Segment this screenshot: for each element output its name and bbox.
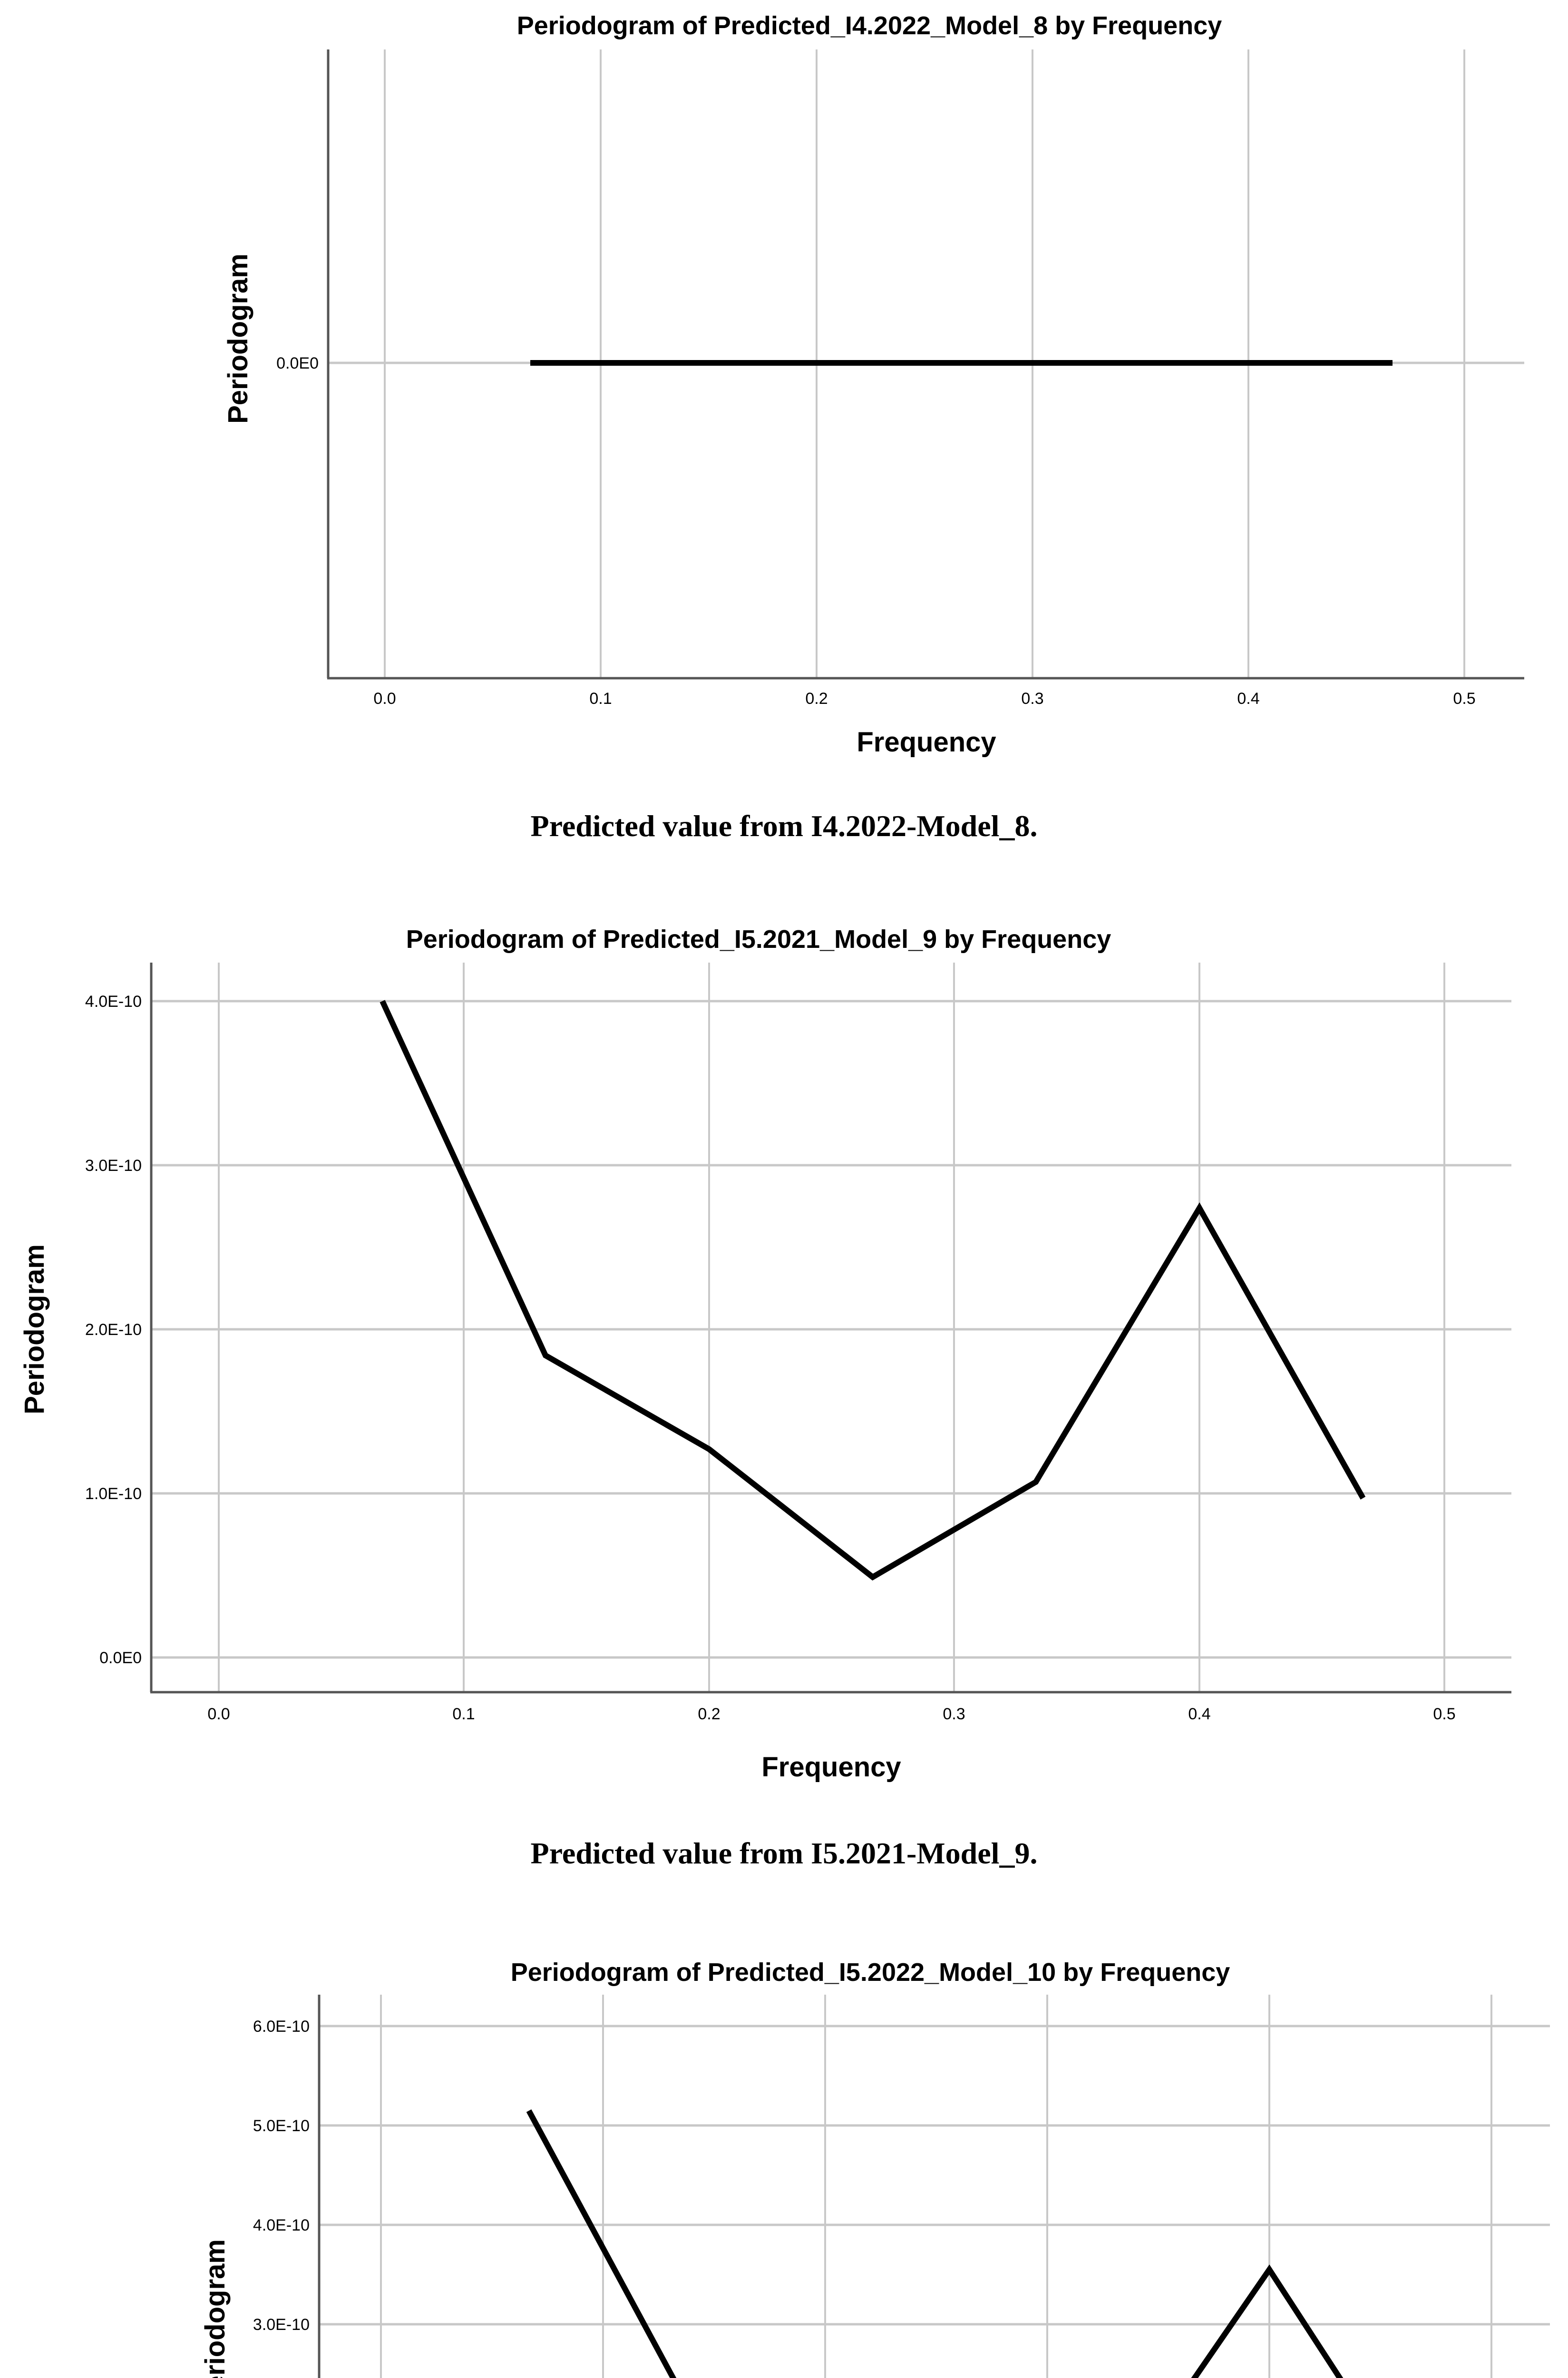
svg-text:0.0E0: 0.0E0 (99, 1649, 142, 1667)
y-axis-label: Periodogram (200, 2239, 231, 2378)
svg-text:2.0E-10: 2.0E-10 (85, 1321, 142, 1339)
svg-text:5.0E-10: 5.0E-10 (253, 2117, 310, 2135)
y-axis-label: Periodogram (19, 1244, 50, 1414)
svg-text:1.0E-10: 1.0E-10 (85, 1485, 142, 1503)
caption-2: Predicted value from I5.2021-Model_9. (530, 1836, 1038, 1870)
svg-text:3.0E-10: 3.0E-10 (253, 2316, 310, 2334)
svg-text:0.3: 0.3 (943, 1705, 965, 1723)
svg-text:3.0E-10: 3.0E-10 (85, 1157, 142, 1175)
axes (150, 963, 1511, 1694)
caption-1: Predicted value from I4.2022-Model_8. (530, 809, 1038, 843)
periodogram-chart-2: Periodogram of Predicted_I5.2021_Model_9… (19, 925, 1511, 1783)
grid-vertical (380, 1995, 1492, 2378)
x-axis-label: Frequency (761, 1752, 901, 1783)
svg-text:0.3: 0.3 (1021, 690, 1043, 708)
axes (318, 1995, 321, 2378)
svg-text:4.0E-10: 4.0E-10 (253, 2216, 310, 2234)
grid-horizontal (151, 1000, 1511, 1659)
y-axis-label: Periodogram (223, 253, 253, 424)
periodogram-chart-3: Periodogram of Predicted_I5.2022_Model_1… (200, 1958, 1550, 2378)
y-ticks: 4.0E-10 3.0E-10 2.0E-10 1.0E-10 0.0E0 (85, 993, 142, 1667)
data-line (380, 1000, 1366, 1581)
grid-horizontal (319, 2025, 1550, 2326)
x-axis-label: Frequency (857, 727, 996, 758)
svg-text:0.0: 0.0 (207, 1705, 230, 1723)
svg-text:0.4: 0.4 (1188, 1705, 1210, 1723)
x-ticks: 0.0 0.1 0.2 0.3 0.4 0.5 (373, 690, 1475, 708)
chart-title: Periodogram of Predicted_I5.2021_Model_9… (406, 925, 1111, 954)
chart-title: Periodogram of Predicted_I4.2022_Model_8… (517, 11, 1222, 40)
y-tick: 0.0E0 (276, 354, 319, 372)
svg-text:0.5: 0.5 (1433, 1705, 1455, 1723)
svg-text:4.0E-10: 4.0E-10 (85, 993, 142, 1011)
svg-text:0.0: 0.0 (373, 690, 396, 708)
svg-text:0.4: 0.4 (1237, 690, 1259, 708)
x-ticks: 0.0 0.1 0.2 0.3 0.4 0.5 (207, 1705, 1455, 1723)
svg-text:0.2: 0.2 (698, 1705, 720, 1723)
svg-text:0.2: 0.2 (805, 690, 828, 708)
axes (327, 49, 1524, 680)
svg-text:0.1: 0.1 (452, 1705, 475, 1723)
chart-title: Periodogram of Predicted_I5.2022_Model_1… (511, 1958, 1230, 1987)
svg-text:0.1: 0.1 (589, 690, 612, 708)
svg-text:0.5: 0.5 (1453, 690, 1475, 708)
data-line (526, 2109, 1344, 2378)
periodogram-chart-1: Periodogram of Predicted_I4.2022_Model_8… (223, 11, 1524, 758)
svg-text:6.0E-10: 6.0E-10 (253, 2017, 310, 2036)
grid-vertical (218, 963, 1445, 1692)
y-ticks: 6.0E-10 5.0E-10 4.0E-10 3.0E-10 2.0E-10 … (253, 2017, 310, 2334)
